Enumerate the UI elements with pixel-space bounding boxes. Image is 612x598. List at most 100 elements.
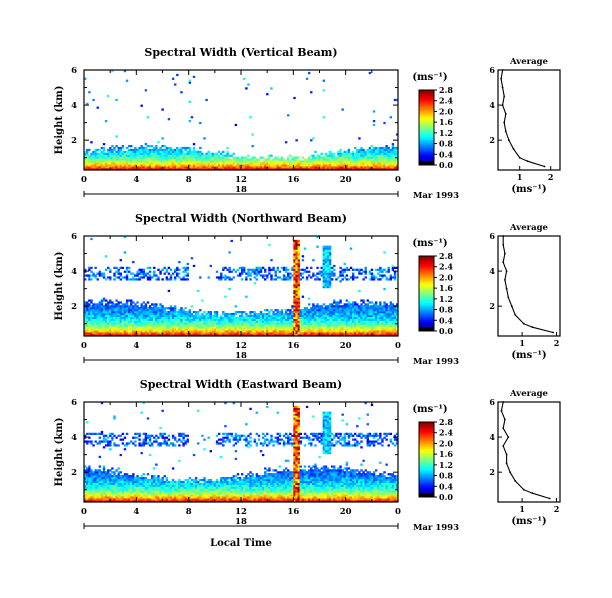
heatmap-cell — [186, 160, 189, 163]
panel-0: Spectral Width (Vertical Beam)Height (km… — [54, 46, 561, 201]
heatmap-cell — [299, 168, 302, 171]
heatmap-cell — [90, 322, 93, 325]
heatmap-cell — [104, 311, 108, 314]
heatmap-cell — [127, 334, 131, 337]
heatmap-cell — [86, 303, 89, 306]
heatmap-cell — [84, 473, 87, 476]
heatmap-cell — [117, 162, 120, 165]
heatmap-cell — [377, 322, 380, 325]
heatmap-cell — [322, 164, 326, 167]
heatmap-cell — [100, 307, 104, 310]
heatmap-cell — [98, 272, 102, 275]
heatmap-cell — [88, 303, 91, 306]
heatmap-cell — [102, 154, 106, 157]
heatmap-cell — [259, 311, 263, 314]
heatmap-cell — [328, 303, 332, 306]
heatmap-cell — [243, 158, 246, 161]
heatmap-cell — [274, 314, 277, 318]
heatmap-cell — [362, 158, 365, 161]
heatmap-cell — [395, 330, 399, 333]
heatmap-cell — [182, 166, 185, 169]
heatmap-cell — [312, 318, 315, 321]
heatmap-cell — [247, 164, 250, 167]
heatmap-cell — [284, 141, 288, 144]
heatmap-cell — [305, 168, 309, 171]
heatmap-cell — [337, 307, 340, 310]
heatmap-cell — [98, 473, 102, 476]
heatmap-cell — [389, 152, 393, 155]
heatmap-cell — [115, 320, 118, 323]
heatmap-cell — [182, 309, 185, 312]
heatmap-cell — [257, 270, 261, 273]
colorbar-tick-label: 2.8 — [439, 85, 453, 95]
heatmap-cell — [153, 146, 156, 150]
heatmap-cell — [253, 162, 256, 165]
heatmap-cell — [360, 307, 363, 310]
heatmap-cell — [272, 322, 275, 325]
heatmap-cell — [368, 150, 372, 153]
heatmap-cell — [98, 156, 102, 159]
colorbar-step — [419, 267, 434, 270]
heatmap-cell — [203, 332, 206, 335]
heatmap-cell — [109, 490, 112, 493]
heatmap-cell — [96, 154, 99, 157]
heatmap-cell — [104, 480, 108, 484]
heatmap-cell — [312, 303, 315, 306]
heatmap-cell — [356, 160, 359, 163]
heatmap-cell — [372, 146, 376, 150]
heatmap-cell — [136, 278, 139, 281]
heatmap-cell — [293, 322, 296, 325]
heatmap-cell — [326, 307, 330, 310]
heatmap-cell — [307, 311, 311, 314]
heatmap-cell — [295, 295, 298, 298]
heatmap-cell — [232, 326, 236, 329]
heatmap-cell — [293, 282, 296, 285]
heatmap-cell — [358, 150, 361, 153]
heatmap-cell — [293, 270, 296, 273]
heatmap-cell — [259, 320, 263, 323]
heatmap-cells — [84, 402, 399, 503]
heatmap-cell — [358, 158, 361, 161]
heatmap-cell — [127, 145, 131, 148]
heatmap-cell — [178, 311, 181, 314]
heatmap-cell — [90, 166, 93, 169]
heatmap-cell — [153, 148, 156, 152]
heatmap-cell — [148, 274, 152, 277]
heatmap-cell — [203, 328, 206, 331]
heatmap-cell — [217, 316, 221, 319]
heatmap-cell — [301, 295, 305, 298]
heatmap-cell — [318, 328, 321, 331]
heatmap-cell — [167, 330, 171, 333]
heatmap-cell — [312, 137, 315, 140]
heatmap-cell — [197, 320, 200, 323]
heatmap-cell — [291, 334, 294, 337]
heatmap-cell — [391, 148, 395, 152]
heatmap-cell — [163, 158, 166, 161]
heatmap-cell — [372, 320, 376, 323]
heatmap-cell — [169, 156, 173, 159]
heatmap-cell — [121, 316, 125, 319]
heatmap-cell — [312, 309, 315, 312]
heatmap-cell — [119, 156, 122, 159]
heatmap-cell — [84, 436, 87, 439]
heatmap-cell — [123, 318, 127, 321]
heatmap-cell — [98, 301, 102, 304]
heatmap-cell — [90, 328, 93, 331]
heatmap-cell — [253, 334, 256, 337]
heatmap-cell — [215, 324, 219, 327]
profile-line — [500, 69, 545, 168]
heatmap-cell — [303, 162, 307, 165]
heatmap-cell — [213, 316, 217, 319]
heatmap-cell — [222, 168, 225, 171]
heatmap-cell — [222, 156, 225, 159]
heatmap-cell — [272, 164, 275, 167]
heatmap-cell — [176, 148, 179, 152]
heatmap-cell — [178, 150, 181, 153]
heatmap-cell — [111, 145, 114, 148]
heatmap-cell — [368, 158, 372, 161]
heatmap-cell — [370, 274, 374, 277]
heatmap-cell — [109, 305, 112, 308]
heatmap-cell — [98, 494, 102, 497]
heatmap-cell — [228, 314, 231, 318]
heatmap-cell — [282, 168, 286, 171]
